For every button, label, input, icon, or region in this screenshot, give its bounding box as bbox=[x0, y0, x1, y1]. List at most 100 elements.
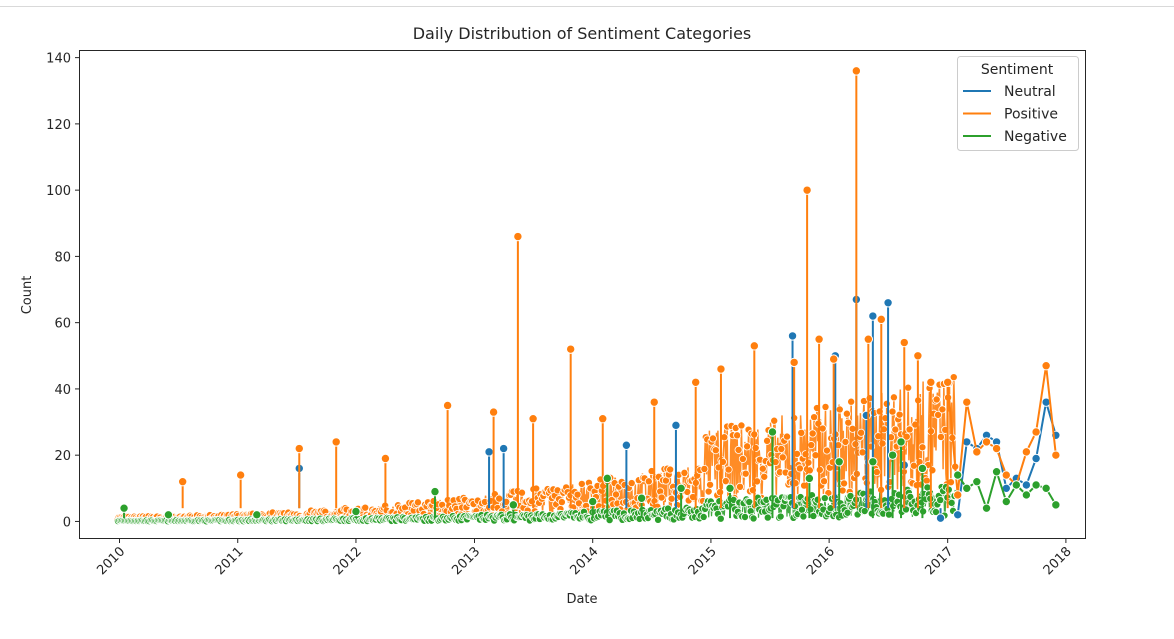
dense-positive-marker bbox=[724, 465, 733, 474]
legend-label-positive: Positive bbox=[1004, 107, 1058, 123]
dense-positive-marker bbox=[783, 432, 792, 441]
dense-positive-marker bbox=[700, 464, 709, 473]
dense-positive-marker bbox=[795, 464, 804, 473]
dense-positive-marker bbox=[777, 445, 786, 454]
dense-positive-marker bbox=[612, 490, 621, 499]
negative-marker bbox=[991, 467, 1002, 477]
dense-negative-marker bbox=[740, 513, 749, 522]
dense-negative-marker bbox=[947, 498, 956, 507]
negative-marker bbox=[1021, 490, 1032, 500]
dense-positive-marker bbox=[748, 486, 757, 495]
dense-positive-marker bbox=[627, 479, 636, 488]
dense-positive-marker bbox=[760, 472, 769, 481]
x-axis-label: Date bbox=[566, 592, 597, 607]
positive-marker bbox=[177, 476, 188, 487]
dense-positive-marker bbox=[778, 453, 787, 462]
y-tick-label-80: 80 bbox=[54, 250, 71, 265]
x-tick-label-2011: 2011 bbox=[213, 544, 247, 578]
positive-marker bbox=[1021, 447, 1032, 457]
positive-marker bbox=[802, 185, 812, 195]
dense-positive-marker bbox=[820, 477, 829, 486]
dense-negative-marker bbox=[799, 512, 808, 521]
negative-marker bbox=[351, 506, 361, 517]
neutral-marker bbox=[883, 298, 893, 308]
dense-positive-marker bbox=[949, 373, 958, 382]
positive-marker bbox=[380, 453, 391, 464]
legend-label-neutral: Neutral bbox=[1004, 84, 1056, 100]
positive-marker bbox=[442, 400, 453, 411]
positive-marker bbox=[913, 351, 923, 361]
dense-positive-marker bbox=[938, 405, 947, 414]
dense-negative-marker bbox=[716, 514, 725, 523]
positive-marker bbox=[716, 364, 726, 374]
negative-marker bbox=[804, 473, 815, 484]
legend-title: Sentiment bbox=[981, 62, 1054, 78]
dense-negative-marker bbox=[884, 510, 893, 519]
dense-positive-marker bbox=[878, 439, 887, 448]
dense-positive-marker bbox=[811, 451, 820, 460]
dense-positive-marker bbox=[936, 432, 945, 441]
dense-positive-marker bbox=[821, 402, 830, 411]
dense-positive-marker bbox=[770, 416, 779, 425]
negative-marker bbox=[972, 476, 982, 487]
positive-marker bbox=[814, 334, 824, 344]
x-tick-label-2013: 2013 bbox=[449, 544, 483, 578]
negative-marker bbox=[1031, 480, 1041, 490]
positive-marker bbox=[899, 337, 909, 348]
dense-positive-marker bbox=[848, 424, 857, 433]
neutral-marker bbox=[868, 311, 878, 321]
dense-positive-marker bbox=[763, 436, 772, 445]
plot-frame bbox=[79, 50, 1086, 539]
dense-positive-marker bbox=[758, 464, 767, 473]
negative-marker bbox=[868, 457, 878, 467]
legend-box bbox=[957, 56, 1079, 151]
dense-positive-marker bbox=[844, 418, 853, 427]
x-tick-label-2014: 2014 bbox=[568, 544, 602, 578]
dense-positive-marker bbox=[751, 444, 760, 453]
neutral-marker bbox=[935, 513, 946, 523]
positive-marker bbox=[851, 66, 862, 76]
dense-positive-marker bbox=[667, 494, 676, 503]
dense-positive-marker bbox=[891, 425, 900, 434]
dense-positive-marker bbox=[932, 395, 941, 404]
positive-marker bbox=[981, 437, 992, 447]
y-tick-label-40: 40 bbox=[54, 383, 71, 398]
dense-positive-marker bbox=[888, 407, 897, 416]
negative-marker bbox=[1001, 496, 1011, 507]
negative-marker bbox=[953, 470, 963, 480]
dense-negative-marker bbox=[699, 512, 708, 521]
x-tick-label-2016: 2016 bbox=[804, 544, 838, 578]
positive-marker bbox=[962, 397, 972, 407]
dense-positive-marker bbox=[734, 445, 743, 454]
dense-negative-marker bbox=[820, 494, 829, 503]
dense-positive-marker bbox=[841, 437, 850, 446]
x-tick-label-2015: 2015 bbox=[686, 544, 720, 578]
dense-positive-marker bbox=[889, 393, 898, 402]
dense-positive-marker bbox=[842, 409, 851, 418]
notebook-top-border bbox=[0, 0, 1174, 7]
positive-marker bbox=[331, 437, 341, 447]
y-tick-label-20: 20 bbox=[54, 449, 71, 464]
negative-marker bbox=[430, 486, 440, 497]
dense-positive-marker bbox=[413, 498, 422, 507]
negative-marker bbox=[1011, 480, 1022, 490]
negative-marker bbox=[163, 510, 174, 520]
dense-negative-marker bbox=[936, 496, 945, 505]
y-axis: 0 20 40 60 80 100 120 140 bbox=[46, 52, 80, 530]
negative-marker bbox=[962, 483, 972, 494]
neutral-marker bbox=[484, 447, 494, 457]
dense-positive-marker bbox=[557, 498, 566, 507]
neutral-marker bbox=[1031, 453, 1041, 464]
negative-marker bbox=[1041, 483, 1051, 494]
dense-positive-marker bbox=[737, 421, 746, 430]
positive-marker bbox=[565, 344, 576, 354]
negative-marker bbox=[588, 496, 598, 507]
series-positive bbox=[177, 66, 1061, 509]
chart-title: Daily Distribution of Sentiment Categori… bbox=[413, 24, 752, 43]
x-tick-label-2017: 2017 bbox=[922, 544, 956, 578]
negative-marker bbox=[767, 427, 778, 437]
positive-marker bbox=[1001, 470, 1011, 480]
neutral-marker bbox=[498, 443, 509, 454]
dense-negative-marker bbox=[749, 514, 758, 523]
positive-marker bbox=[749, 341, 760, 351]
